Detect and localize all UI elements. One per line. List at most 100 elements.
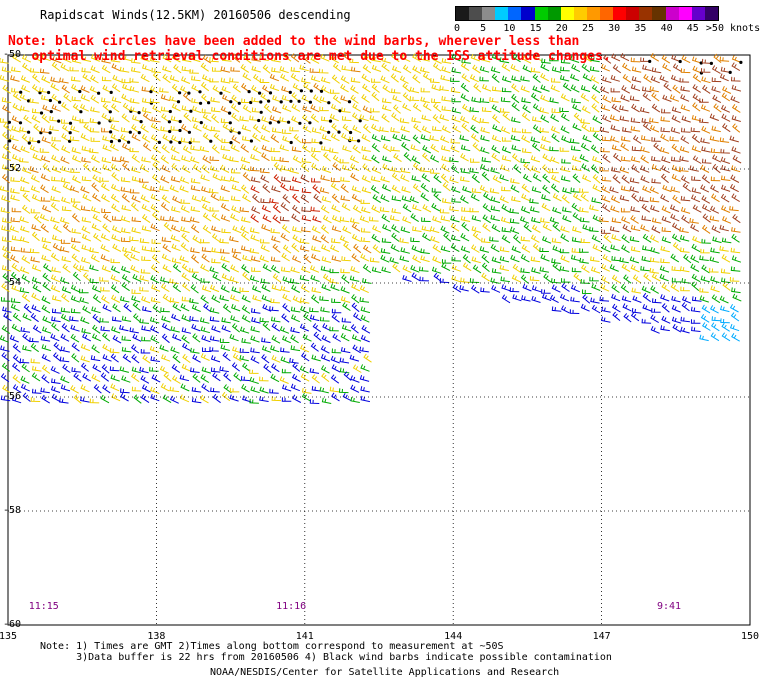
wind-barb bbox=[499, 174, 509, 182]
wind-barb bbox=[400, 226, 410, 234]
wind-barb bbox=[422, 232, 431, 242]
contamination-circle bbox=[728, 70, 732, 74]
wind-barb bbox=[30, 358, 41, 364]
wind-barb bbox=[110, 383, 120, 392]
wind-barb bbox=[622, 126, 632, 133]
wind-barb bbox=[161, 144, 170, 154]
wind-barb bbox=[42, 163, 51, 173]
wind-barb bbox=[279, 66, 289, 74]
wind-barb bbox=[90, 65, 100, 74]
wind-barb bbox=[689, 218, 699, 224]
wind-barb bbox=[492, 124, 502, 132]
wind-barb bbox=[100, 286, 110, 292]
wind-barb bbox=[560, 112, 570, 122]
wind-barb bbox=[501, 75, 512, 83]
wind-barb bbox=[0, 395, 11, 402]
wind-barb bbox=[119, 66, 130, 73]
wind-barb bbox=[500, 164, 510, 172]
wind-barb bbox=[471, 187, 482, 194]
wind-barb bbox=[611, 53, 621, 62]
wind-barb bbox=[361, 146, 371, 152]
contamination-circle bbox=[258, 91, 262, 95]
wind-barb bbox=[530, 165, 541, 174]
contamination-circle bbox=[229, 141, 233, 145]
wind-barb bbox=[81, 176, 92, 182]
wind-barb bbox=[380, 254, 390, 263]
wind-barb bbox=[342, 302, 351, 312]
wind-barb bbox=[300, 162, 310, 173]
wind-barb bbox=[620, 156, 631, 162]
wind-barb bbox=[91, 193, 101, 202]
wind-barb bbox=[470, 193, 480, 202]
wind-barb bbox=[300, 373, 310, 382]
wind-barb bbox=[129, 85, 140, 93]
wind-barb bbox=[412, 53, 421, 62]
contamination-circle bbox=[149, 90, 153, 94]
wind-barb bbox=[451, 275, 461, 283]
contamination-circle bbox=[229, 100, 233, 104]
wind-barb bbox=[301, 265, 311, 274]
wind-barb bbox=[682, 182, 691, 192]
wind-barb bbox=[532, 73, 541, 83]
contamination-circle bbox=[199, 121, 203, 125]
wind-barb bbox=[469, 106, 480, 113]
wind-barb bbox=[572, 103, 582, 112]
wind-barb bbox=[661, 215, 671, 224]
wind-barb bbox=[140, 394, 150, 404]
wind-barb bbox=[692, 84, 701, 93]
wind-barb bbox=[700, 137, 710, 144]
wind-barb bbox=[669, 136, 680, 142]
wind-barb bbox=[541, 194, 551, 201]
wind-barb bbox=[150, 275, 160, 284]
wind-barb bbox=[82, 162, 91, 172]
wind-barb bbox=[259, 254, 269, 263]
wind-barb bbox=[401, 195, 412, 203]
wind-barb bbox=[41, 295, 51, 304]
wind-barb bbox=[93, 384, 102, 394]
wind-barb bbox=[171, 83, 180, 94]
wind-barb bbox=[350, 66, 361, 73]
wind-barb bbox=[361, 94, 370, 103]
wind-barb bbox=[403, 152, 412, 162]
wind-barb bbox=[150, 223, 160, 232]
legend-swatch bbox=[560, 7, 574, 20]
wind-barb bbox=[621, 295, 632, 303]
wind-barb bbox=[50, 365, 60, 374]
wind-barb bbox=[201, 253, 210, 263]
wind-barb bbox=[660, 127, 671, 133]
wind-barb bbox=[301, 214, 312, 222]
wind-barb bbox=[189, 315, 199, 322]
wind-barb bbox=[12, 92, 22, 102]
wind-barb bbox=[269, 388, 279, 394]
wind-barb bbox=[259, 386, 269, 394]
wind-barb bbox=[322, 152, 331, 162]
wind-barb bbox=[131, 226, 141, 234]
wind-barb bbox=[679, 266, 690, 273]
wind-barb bbox=[371, 204, 381, 214]
wind-barb bbox=[589, 226, 599, 232]
wind-barb bbox=[112, 334, 122, 344]
wind-barb bbox=[81, 67, 91, 73]
wind-barb bbox=[611, 144, 622, 152]
wind-barb bbox=[191, 272, 201, 282]
legend-swatch bbox=[469, 7, 483, 20]
wind-barb bbox=[510, 195, 521, 203]
wind-barb bbox=[421, 114, 431, 122]
wind-barb bbox=[101, 76, 112, 82]
wind-barb bbox=[660, 133, 670, 142]
wind-barb bbox=[521, 147, 532, 154]
wind-barb bbox=[11, 143, 21, 153]
wind-barb bbox=[122, 353, 132, 363]
contamination-circle bbox=[249, 139, 253, 143]
wind-barb bbox=[730, 165, 741, 173]
wind-barb bbox=[61, 165, 71, 173]
wind-barb bbox=[413, 123, 422, 133]
wind-barb bbox=[391, 166, 401, 173]
wind-barb bbox=[71, 57, 82, 64]
wind-barb bbox=[530, 67, 541, 73]
wind-barb bbox=[520, 274, 529, 284]
wind-barb bbox=[590, 266, 601, 274]
wind-barb bbox=[651, 164, 662, 172]
wind-barb bbox=[699, 118, 709, 124]
wind-barb bbox=[282, 276, 292, 284]
